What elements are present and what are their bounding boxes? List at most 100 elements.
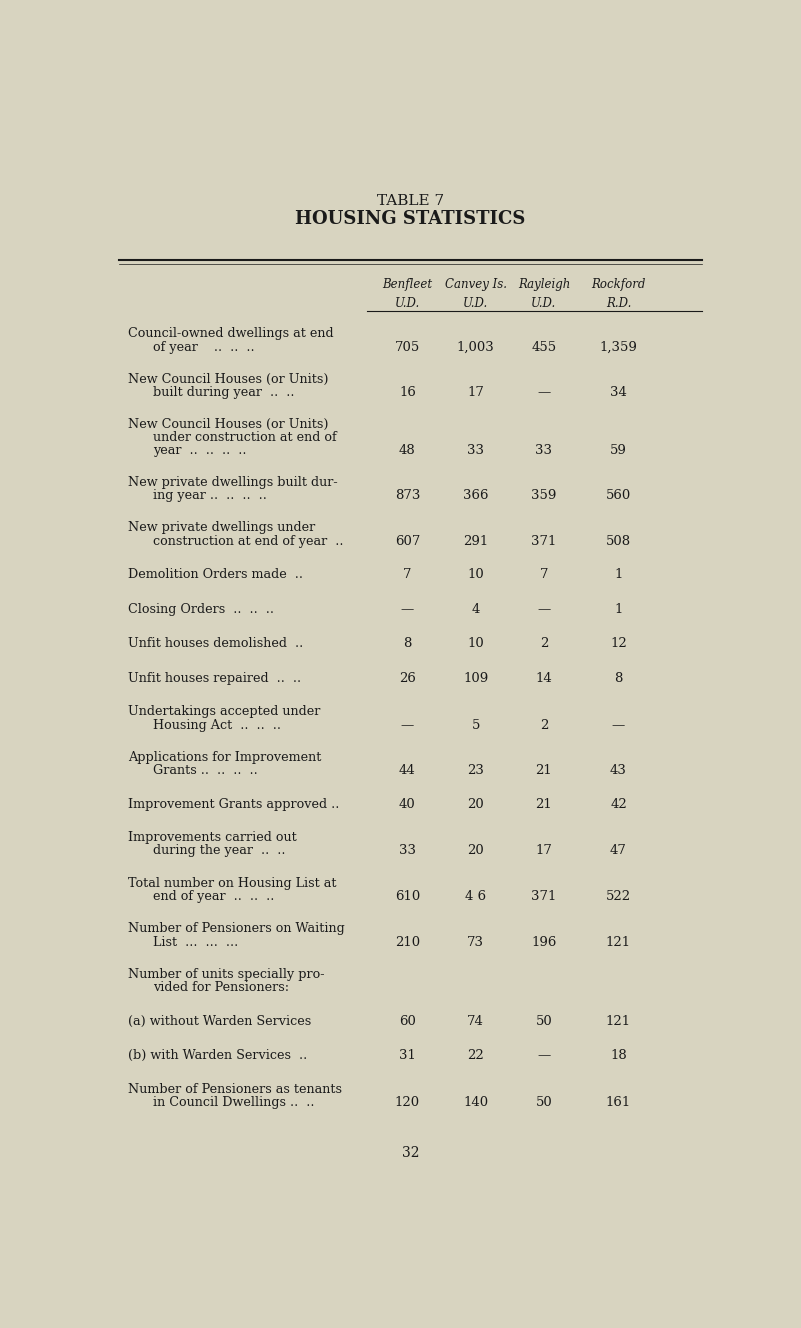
Text: —: — [400, 603, 414, 616]
Text: 1,003: 1,003 [457, 341, 494, 353]
Text: Closing Orders  ..  ..  ..: Closing Orders .. .. .. [128, 603, 274, 616]
Text: construction at end of year  ..: construction at end of year .. [153, 535, 344, 547]
Text: of year    ..  ..  ..: of year .. .. .. [153, 341, 255, 353]
Text: 359: 359 [531, 489, 557, 502]
Text: 120: 120 [395, 1096, 420, 1109]
Text: vided for Pensioners:: vided for Pensioners: [153, 981, 289, 995]
Text: 4: 4 [472, 603, 480, 616]
Text: ing year ..  ..  ..  ..: ing year .. .. .. .. [153, 489, 267, 502]
Text: Undertakings accepted under: Undertakings accepted under [128, 705, 320, 718]
Text: Unfit houses demolished  ..: Unfit houses demolished .. [128, 637, 304, 651]
Text: 5: 5 [472, 718, 480, 732]
Text: 44: 44 [399, 765, 416, 777]
Text: 140: 140 [463, 1096, 489, 1109]
Text: 10: 10 [467, 637, 484, 651]
Text: 59: 59 [610, 445, 627, 457]
Text: 508: 508 [606, 535, 631, 547]
Text: end of year  ..  ..  ..: end of year .. .. .. [153, 890, 274, 903]
Text: 560: 560 [606, 489, 631, 502]
Text: 1,359: 1,359 [599, 341, 638, 353]
Text: 20: 20 [467, 845, 484, 858]
Text: 16: 16 [399, 386, 416, 400]
Text: —: — [400, 718, 414, 732]
Text: 8: 8 [403, 637, 412, 651]
Text: 291: 291 [463, 535, 489, 547]
Text: —: — [612, 718, 625, 732]
Text: 43: 43 [610, 765, 627, 777]
Text: 210: 210 [395, 936, 420, 948]
Text: 48: 48 [399, 445, 416, 457]
Text: 32: 32 [402, 1146, 419, 1161]
Text: 20: 20 [467, 798, 484, 811]
Text: 23: 23 [467, 765, 484, 777]
Text: Demolition Orders made  ..: Demolition Orders made .. [128, 568, 303, 582]
Text: 2: 2 [540, 637, 548, 651]
Text: Improvement Grants approved ..: Improvement Grants approved .. [128, 798, 340, 811]
Text: 33: 33 [399, 845, 416, 858]
Text: 371: 371 [531, 890, 557, 903]
Text: 1: 1 [614, 568, 622, 582]
Text: 7: 7 [540, 568, 548, 582]
Text: 455: 455 [531, 341, 557, 353]
Text: 74: 74 [467, 1015, 484, 1028]
Text: Applications for Improvement: Applications for Improvement [128, 752, 321, 764]
Text: 33: 33 [467, 445, 484, 457]
Text: 73: 73 [467, 936, 484, 948]
Text: HOUSING STATISTICS: HOUSING STATISTICS [296, 210, 525, 228]
Text: Benfleet: Benfleet [382, 278, 433, 291]
Text: Rockford: Rockford [591, 278, 646, 291]
Text: —: — [537, 603, 550, 616]
Text: 17: 17 [536, 845, 553, 858]
Text: 1: 1 [614, 603, 622, 616]
Text: 371: 371 [531, 535, 557, 547]
Text: New Council Houses (or Units): New Council Houses (or Units) [128, 373, 328, 386]
Text: 22: 22 [467, 1049, 484, 1062]
Text: 31: 31 [399, 1049, 416, 1062]
Text: 196: 196 [531, 936, 557, 948]
Text: Grants ..  ..  ..  ..: Grants .. .. .. .. [153, 765, 258, 777]
Text: in Council Dwellings ..  ..: in Council Dwellings .. .. [153, 1096, 314, 1109]
Text: 705: 705 [395, 341, 420, 353]
Text: (b) with Warden Services  ..: (b) with Warden Services .. [128, 1049, 308, 1062]
Text: 10: 10 [467, 568, 484, 582]
Text: 873: 873 [395, 489, 420, 502]
Text: 121: 121 [606, 1015, 631, 1028]
Text: New private dwellings built dur-: New private dwellings built dur- [128, 475, 338, 489]
Text: TABLE 7: TABLE 7 [377, 194, 444, 208]
Text: 366: 366 [463, 489, 489, 502]
Text: 610: 610 [395, 890, 420, 903]
Text: 47: 47 [610, 845, 627, 858]
Text: 607: 607 [395, 535, 420, 547]
Text: 21: 21 [536, 798, 553, 811]
Text: Rayleigh: Rayleigh [517, 278, 570, 291]
Text: Number of Pensioners as tenants: Number of Pensioners as tenants [128, 1082, 342, 1096]
Text: Council-owned dwellings at end: Council-owned dwellings at end [128, 328, 334, 340]
Text: List  ...  ...  ...: List ... ... ... [153, 936, 238, 948]
Text: Number of units specially pro-: Number of units specially pro- [128, 968, 324, 981]
Text: Total number on Housing List at: Total number on Housing List at [128, 876, 336, 890]
Text: Canvey Is.: Canvey Is. [445, 278, 507, 291]
Text: —: — [537, 1049, 550, 1062]
Text: Improvements carried out: Improvements carried out [128, 831, 297, 845]
Text: 161: 161 [606, 1096, 631, 1109]
Text: —: — [537, 386, 550, 400]
Text: New Council Houses (or Units): New Council Houses (or Units) [128, 418, 328, 430]
Text: year  ..  ..  ..  ..: year .. .. .. .. [153, 445, 247, 457]
Text: U.D.: U.D. [531, 297, 557, 311]
Text: (a) without Warden Services: (a) without Warden Services [128, 1015, 312, 1028]
Text: 121: 121 [606, 936, 631, 948]
Text: 50: 50 [536, 1015, 553, 1028]
Text: U.D.: U.D. [463, 297, 489, 311]
Text: 40: 40 [399, 798, 416, 811]
Text: R.D.: R.D. [606, 297, 631, 311]
Text: 7: 7 [403, 568, 412, 582]
Text: Housing Act  ..  ..  ..: Housing Act .. .. .. [153, 718, 281, 732]
Text: 50: 50 [536, 1096, 553, 1109]
Text: 14: 14 [536, 672, 553, 685]
Text: 60: 60 [399, 1015, 416, 1028]
Text: 33: 33 [536, 445, 553, 457]
Text: Number of Pensioners on Waiting: Number of Pensioners on Waiting [128, 922, 344, 935]
Text: under construction at end of: under construction at end of [153, 432, 336, 444]
Text: built during year  ..  ..: built during year .. .. [153, 386, 295, 400]
Text: 26: 26 [399, 672, 416, 685]
